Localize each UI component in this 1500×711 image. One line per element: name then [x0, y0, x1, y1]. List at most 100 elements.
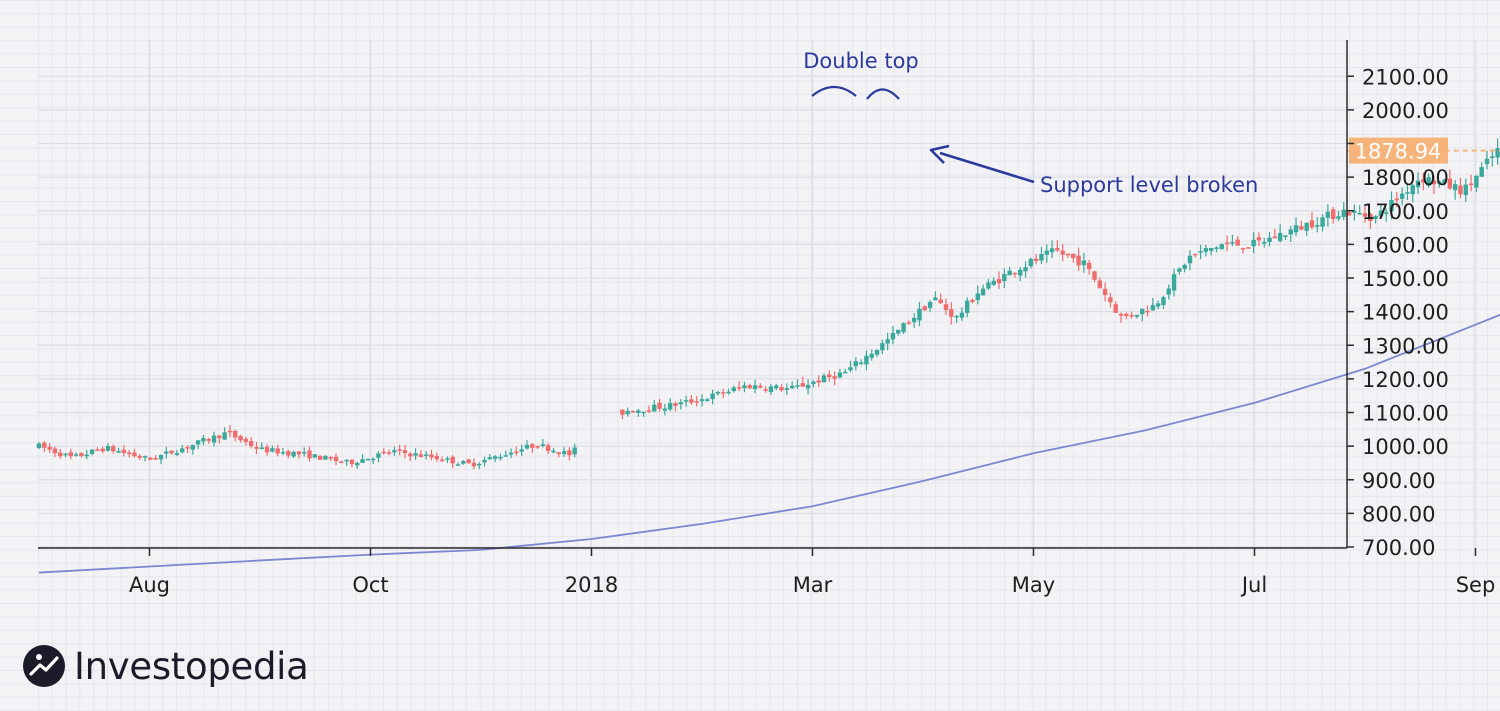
candle	[243, 436, 249, 446]
investopedia-logo: Investopedia	[22, 644, 309, 688]
candle	[991, 277, 996, 286]
candle	[190, 444, 196, 455]
candle	[84, 449, 89, 460]
candle	[784, 383, 790, 395]
candle	[381, 448, 386, 455]
candle	[561, 447, 567, 457]
candle	[1394, 192, 1400, 208]
candle	[169, 450, 174, 455]
candle	[270, 445, 275, 453]
candle	[911, 313, 917, 328]
candle	[620, 409, 625, 420]
candle	[1421, 172, 1426, 191]
candle	[1437, 181, 1442, 188]
candle	[869, 349, 874, 361]
candle	[758, 383, 763, 389]
candle	[848, 360, 853, 373]
candle	[423, 451, 429, 460]
candle	[275, 444, 280, 457]
candle	[455, 462, 461, 466]
candle	[795, 379, 800, 390]
candle	[572, 443, 577, 458]
candle	[811, 380, 816, 388]
candle	[408, 451, 413, 462]
candle	[705, 398, 710, 402]
candle	[397, 444, 402, 456]
candle	[1463, 178, 1468, 202]
candle	[413, 448, 418, 460]
candle	[471, 458, 477, 470]
moving-average-line	[38, 313, 1500, 574]
candle	[47, 443, 52, 454]
candle	[482, 456, 487, 467]
candle	[1182, 263, 1187, 273]
candle	[1458, 177, 1463, 199]
support-broken-arrowhead	[929, 144, 950, 164]
candle	[667, 398, 673, 412]
candle	[1410, 183, 1415, 203]
candle	[201, 434, 206, 446]
candle	[1277, 224, 1283, 243]
candle	[1452, 180, 1458, 200]
y-tick-label: 1400.00	[1362, 301, 1449, 325]
candle	[498, 453, 503, 461]
candle	[556, 451, 561, 458]
candle	[1033, 253, 1039, 265]
candle	[1129, 311, 1134, 319]
candle	[100, 446, 105, 454]
candle	[843, 368, 848, 374]
candle	[1490, 149, 1495, 167]
candle	[1113, 301, 1118, 314]
candle	[1118, 312, 1124, 324]
candle	[1246, 247, 1251, 249]
candle	[1081, 252, 1087, 273]
candle	[657, 398, 662, 412]
candle	[683, 395, 689, 407]
candle	[1235, 236, 1240, 246]
candle	[959, 307, 965, 321]
candle	[142, 455, 148, 462]
candle	[885, 332, 890, 351]
candle	[153, 454, 158, 460]
candle	[1140, 308, 1145, 322]
candle	[328, 455, 333, 461]
candle	[1044, 244, 1049, 263]
candle	[625, 407, 630, 417]
candle	[477, 462, 482, 470]
candle	[731, 385, 737, 393]
candle	[434, 452, 439, 462]
candle	[1442, 178, 1447, 186]
support-broken-label: Support level broken	[1040, 173, 1258, 197]
candle	[779, 384, 784, 392]
candle	[42, 440, 47, 452]
candle	[1134, 314, 1140, 319]
candle	[652, 399, 657, 412]
candle	[1288, 225, 1293, 242]
candle	[1256, 232, 1262, 246]
candle	[52, 446, 58, 458]
x-tick-label: Sep	[1456, 573, 1496, 597]
candle	[768, 383, 774, 395]
candle	[1283, 235, 1288, 240]
candle	[1028, 257, 1034, 269]
candle	[896, 329, 901, 336]
candle	[694, 395, 699, 407]
candle	[254, 441, 259, 455]
candle	[211, 431, 217, 447]
candle	[545, 442, 551, 454]
candle	[1341, 202, 1346, 221]
candle	[673, 401, 678, 412]
candle	[1076, 247, 1081, 272]
candle	[699, 394, 705, 407]
candle	[1097, 277, 1102, 289]
candle	[36, 442, 42, 450]
candle	[1262, 237, 1267, 248]
y-tick-label: 1700.00	[1362, 200, 1449, 224]
candle	[832, 371, 837, 386]
candle	[927, 299, 933, 312]
candle	[206, 437, 211, 444]
y-tick-label: 800.00	[1362, 502, 1435, 526]
candle	[742, 381, 747, 393]
